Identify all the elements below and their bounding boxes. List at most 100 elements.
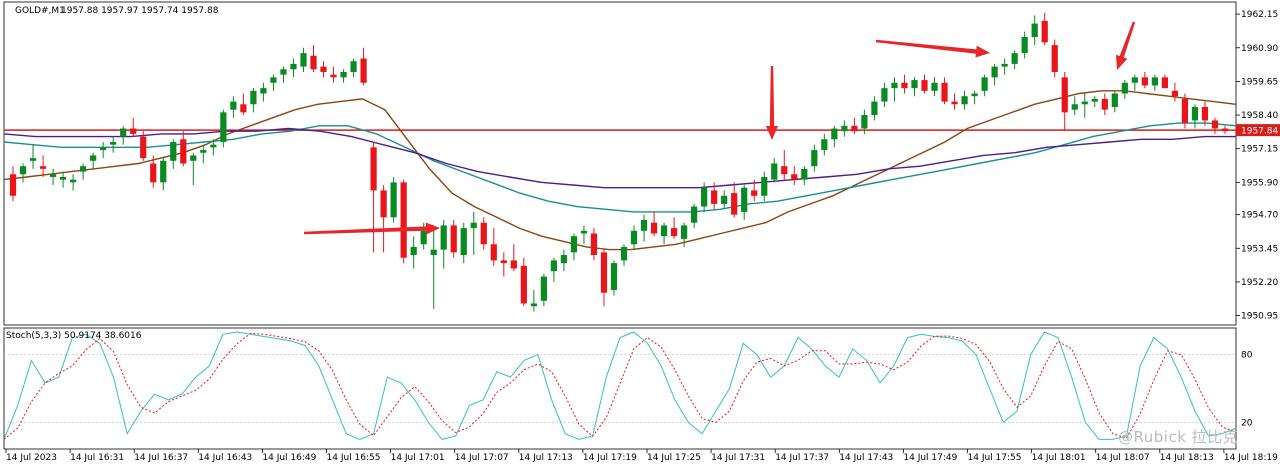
candle bbox=[1101, 93, 1108, 116]
candle-body bbox=[29, 158, 37, 161]
candle-body bbox=[420, 230, 427, 245]
candle bbox=[821, 133, 828, 156]
candle-body bbox=[1161, 77, 1168, 89]
candle-body bbox=[110, 141, 117, 145]
candle-body bbox=[1151, 77, 1158, 86]
price-pane[interactable] bbox=[3, 1, 1237, 326]
candle bbox=[650, 211, 658, 237]
candle bbox=[590, 228, 598, 261]
candle-body bbox=[821, 139, 828, 151]
candle-body bbox=[120, 128, 127, 137]
candle bbox=[951, 93, 958, 110]
time-label: 14 Jul 16:31 bbox=[70, 453, 124, 463]
candle-body bbox=[731, 193, 738, 215]
time-label: 14 Jul 17:55 bbox=[968, 453, 1022, 463]
candle-body bbox=[270, 77, 277, 83]
candle bbox=[861, 109, 868, 134]
candle-body bbox=[961, 96, 968, 105]
time-label: 14 Jul 2023 bbox=[6, 453, 57, 463]
candle bbox=[380, 185, 387, 253]
stochastic-signal-line bbox=[3, 332, 1237, 440]
candle-body bbox=[911, 80, 918, 89]
candle bbox=[1131, 74, 1138, 91]
candle-body bbox=[59, 176, 67, 180]
price-tick-label: 1950.95 bbox=[1241, 312, 1278, 322]
candle bbox=[330, 66, 337, 83]
candle-body bbox=[791, 174, 798, 180]
candle bbox=[721, 190, 728, 210]
candle bbox=[580, 225, 588, 245]
candle-body bbox=[1051, 45, 1058, 72]
candle-body bbox=[460, 228, 467, 256]
arrow-shape bbox=[1116, 21, 1136, 70]
candle-body bbox=[230, 101, 237, 110]
candle bbox=[1141, 71, 1148, 89]
candle bbox=[681, 222, 688, 247]
candle bbox=[640, 214, 648, 242]
candle bbox=[711, 182, 718, 210]
candle-body bbox=[39, 166, 47, 169]
candle-body bbox=[380, 190, 387, 218]
candle bbox=[550, 257, 557, 282]
axes: 1962.15 1960.90 1959.65 1958.40 1957.15 1955.… bbox=[5, 10, 1280, 463]
time-label: 14 Jul 17:49 bbox=[903, 453, 957, 463]
candle-body bbox=[310, 55, 317, 70]
candle-body bbox=[320, 66, 327, 72]
candle-body bbox=[931, 82, 938, 91]
candle-body bbox=[480, 222, 487, 245]
candle-body bbox=[280, 69, 287, 75]
candle bbox=[130, 117, 137, 137]
moving-average-line-3 bbox=[3, 127, 1236, 189]
candle bbox=[160, 158, 167, 191]
candle-body bbox=[70, 179, 77, 183]
candle-body bbox=[350, 61, 357, 72]
candle-body bbox=[520, 265, 527, 304]
stochastic-pane[interactable] bbox=[3, 327, 1237, 450]
candle bbox=[49, 168, 57, 186]
candle-body bbox=[49, 174, 57, 177]
candle bbox=[230, 96, 237, 118]
candle-body bbox=[430, 249, 437, 256]
candle bbox=[871, 96, 878, 121]
candle-body bbox=[600, 252, 608, 293]
candle bbox=[510, 244, 517, 272]
candle bbox=[600, 249, 608, 307]
candle bbox=[120, 125, 127, 145]
current-price-box bbox=[1236, 124, 1280, 137]
candle-body bbox=[260, 88, 267, 94]
time-label: 14 Jul 18:07 bbox=[1096, 453, 1150, 463]
candle bbox=[630, 225, 638, 250]
candle bbox=[1021, 31, 1028, 59]
candle-body bbox=[701, 187, 708, 207]
candle-body bbox=[901, 82, 908, 89]
candle-body bbox=[560, 255, 568, 264]
candle bbox=[1001, 58, 1008, 75]
candle-body bbox=[400, 182, 407, 258]
candle bbox=[620, 244, 628, 266]
candle bbox=[80, 163, 87, 180]
candle bbox=[1011, 50, 1018, 70]
candle-body bbox=[650, 222, 658, 234]
candle bbox=[1221, 125, 1229, 134]
candle-body bbox=[150, 163, 157, 183]
candle bbox=[9, 166, 17, 202]
candle bbox=[310, 45, 317, 72]
time-label: 14 Jul 18:01 bbox=[1032, 453, 1086, 463]
candle-body bbox=[590, 233, 598, 256]
time-label: 14 Jul 18:13 bbox=[1160, 453, 1214, 463]
annotation-arrow-right bbox=[1116, 21, 1136, 70]
candle-body bbox=[390, 182, 397, 218]
time-label: 14 Jul 18:19 bbox=[1224, 453, 1278, 463]
stochastic-pane-border bbox=[3, 327, 1237, 450]
candle-body bbox=[440, 225, 447, 250]
candle bbox=[110, 136, 117, 153]
candle bbox=[921, 74, 928, 94]
candle-body bbox=[470, 222, 477, 229]
moving-average-line-1 bbox=[3, 90, 1237, 251]
candle-body bbox=[500, 260, 507, 264]
candle bbox=[981, 74, 988, 97]
candle bbox=[39, 155, 47, 177]
arrow-shape bbox=[875, 39, 990, 58]
candle-body bbox=[90, 155, 97, 161]
